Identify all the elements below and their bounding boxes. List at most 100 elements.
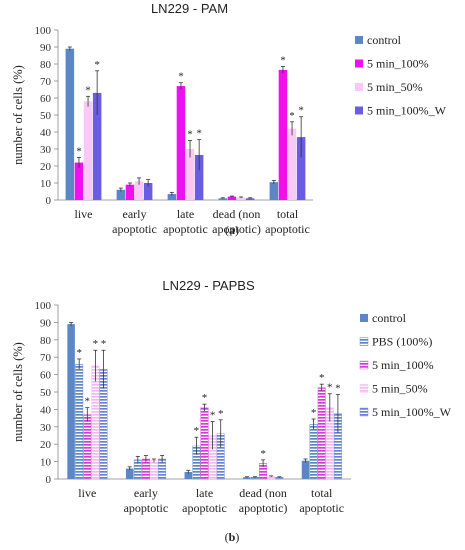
chart-title: LN229 - PAM: [151, 1, 228, 16]
significance-marker: *: [280, 55, 286, 67]
y-tick-label: 60: [40, 93, 52, 105]
legend-swatch: [360, 314, 368, 322]
bar-5-min-50-early-apoptotic: [150, 460, 158, 480]
bar-5-min-100-live: [74, 162, 84, 200]
legend-label: 5 min_100%: [372, 358, 434, 372]
significance-marker: *: [93, 338, 99, 350]
category-label: early: [123, 207, 147, 221]
category-label: dead (non: [213, 207, 261, 221]
significance-marker: *: [196, 128, 202, 140]
category-label: apoptotic: [182, 501, 227, 515]
y-axis-label: number of cells (%): [11, 342, 25, 442]
legend-label: control: [367, 33, 402, 47]
significance-marker: *: [335, 383, 341, 395]
bar-control-dead-non-apoptotic: [218, 198, 228, 200]
category-label: apoptotic): [239, 501, 288, 515]
bar-5-min-100-total-apoptotic: [317, 387, 326, 480]
bar-5-min-100-late-apoptotic: [200, 407, 209, 480]
panel-caption: (a): [225, 223, 239, 237]
y-tick-label: 30: [40, 422, 52, 434]
y-tick-label: 10: [40, 457, 52, 469]
significance-marker: *: [101, 338, 107, 350]
bar-control-total-apoptotic: [269, 182, 279, 200]
category-label: late: [177, 207, 194, 221]
significance-marker: *: [202, 392, 208, 404]
bar-5-min-50-early-apoptotic: [134, 181, 144, 200]
y-tick-label: 80: [40, 59, 52, 71]
y-tick-label: 80: [40, 335, 52, 347]
significance-marker: *: [194, 425, 200, 437]
y-tick-label: 40: [40, 404, 52, 416]
significance-marker: *: [319, 372, 325, 384]
y-tick-label: 40: [40, 127, 52, 139]
significance-marker: *: [289, 110, 295, 122]
y-tick-label: 50: [40, 110, 52, 122]
legend-swatch: [359, 384, 369, 393]
bar-5-min-100-w-total-apoptotic: [296, 137, 306, 200]
bar-control-dead-non-apoptotic: [243, 477, 251, 479]
legend-swatch: [355, 59, 363, 68]
bar-5-min-50-total-apoptotic: [287, 128, 297, 200]
panel-caption: (b): [225, 530, 240, 544]
y-tick-label: 20: [40, 161, 52, 173]
bar-5-min-100-early-apoptotic: [125, 184, 135, 200]
legend-label: 5 min_100%: [367, 57, 429, 71]
legend-swatch: [355, 36, 363, 44]
legend-label: control: [372, 311, 407, 325]
category-label: apoptotic: [112, 222, 157, 236]
bar-control-early-apoptotic: [125, 468, 134, 479]
y-tick-label: 20: [40, 439, 52, 451]
legend-label: 5 min_50%: [367, 80, 423, 94]
bar-control-late-apoptotic: [184, 472, 193, 479]
legend-label: 5 min_100%_W: [367, 104, 447, 118]
legend-swatch: [355, 83, 363, 91]
category-label: total: [311, 486, 333, 500]
category-label: apoptotic: [124, 501, 169, 515]
y-tick-label: 50: [40, 387, 52, 399]
significance-marker: *: [327, 382, 333, 394]
y-tick-label: 0: [46, 474, 52, 486]
significance-marker: *: [178, 71, 184, 83]
legend-swatch: [359, 407, 369, 417]
significance-marker: *: [210, 410, 216, 422]
legend-swatch: [359, 360, 369, 370]
bar-control-live: [67, 324, 75, 479]
category-label: apoptotic: [265, 222, 310, 236]
bar-5-min-50-late-apoptotic: [185, 149, 195, 200]
y-tick-label: 60: [40, 370, 52, 382]
significance-marker: *: [85, 396, 91, 408]
category-label: apoptotic: [163, 222, 208, 236]
bar-5-min-100-dead-non-apoptotic: [227, 196, 237, 200]
bar-5-min-50-live: [91, 365, 100, 480]
significance-marker: *: [187, 129, 193, 141]
bar-5-min-50-live: [83, 101, 93, 200]
chart-papbs: LN229 - PAPBS 0 10 20 30 40 50 60 70 80 90 100 numbe…: [11, 278, 452, 544]
category-label: apoptotic: [299, 501, 344, 515]
significance-marker: *: [76, 146, 82, 158]
bar-5-min-100-w-live: [92, 92, 102, 200]
category-label: live: [75, 207, 93, 221]
y-tick-label: 70: [40, 76, 52, 88]
significance-marker: *: [94, 59, 100, 71]
legend-swatch: [355, 106, 363, 115]
y-tick-label: 0: [46, 195, 52, 207]
legend-swatch: [359, 337, 369, 346]
y-tick-label: 90: [40, 317, 52, 329]
category-label: late: [196, 486, 213, 500]
category-label: live: [78, 486, 96, 500]
significance-marker: *: [260, 448, 266, 460]
bar-control-late-apoptotic: [167, 194, 177, 200]
y-tick-label: 90: [40, 42, 52, 54]
legend-label: 5 min_100%_W: [372, 405, 452, 419]
bar-control-total-apoptotic: [301, 460, 310, 479]
bar-5-min-50-dead-non-apoptotic: [236, 197, 246, 200]
significance-marker: *: [218, 408, 224, 420]
legend-label: PBS (100%): [372, 335, 432, 349]
bar-5-min-100-live: [83, 414, 92, 480]
bar-control-early-apoptotic: [116, 189, 126, 200]
bar-5-min-100-w-early-apoptotic: [143, 183, 153, 200]
y-tick-label: 10: [40, 178, 52, 190]
bar-5-min-100-total-apoptotic: [278, 69, 288, 200]
bar-pbs-100-live: [75, 363, 84, 480]
